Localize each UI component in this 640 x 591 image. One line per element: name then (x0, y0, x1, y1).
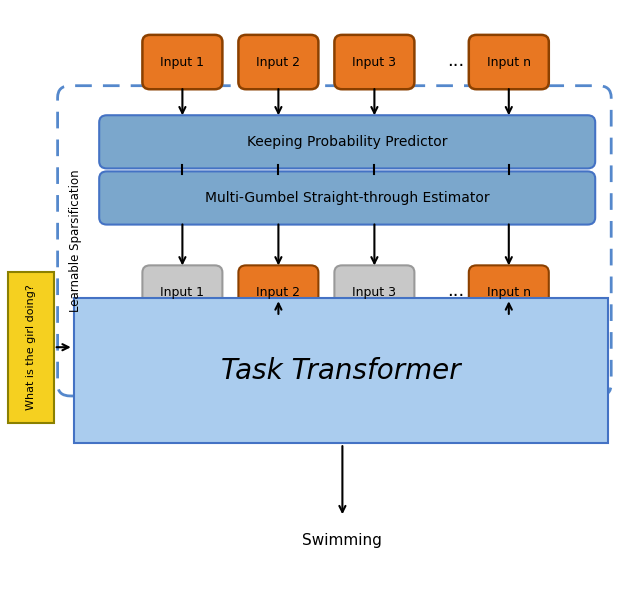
Text: Input 1: Input 1 (161, 56, 204, 69)
Bar (8, 272, 54, 423)
FancyBboxPatch shape (468, 35, 549, 89)
Text: Input 3: Input 3 (353, 286, 396, 299)
Bar (74, 298, 608, 443)
Text: Input 2: Input 2 (257, 56, 300, 69)
Text: Input 1: Input 1 (161, 286, 204, 299)
Text: Input n: Input n (487, 56, 531, 69)
Text: What is the girl doing?: What is the girl doing? (26, 284, 36, 410)
FancyBboxPatch shape (142, 35, 223, 89)
FancyBboxPatch shape (99, 115, 595, 168)
Text: Keeping Probability Predictor: Keeping Probability Predictor (247, 135, 447, 149)
FancyBboxPatch shape (99, 171, 595, 225)
Text: Multi-Gumbel Straight-through Estimator: Multi-Gumbel Straight-through Estimator (205, 191, 490, 205)
Text: Input n: Input n (487, 286, 531, 299)
Text: Input 3: Input 3 (353, 56, 396, 69)
FancyBboxPatch shape (334, 265, 415, 320)
Text: ...: ... (447, 52, 464, 70)
FancyBboxPatch shape (334, 35, 415, 89)
Text: Swimming: Swimming (303, 533, 382, 548)
FancyBboxPatch shape (239, 35, 319, 89)
Text: Task Transformer: Task Transformer (221, 357, 461, 385)
Text: Learnable Sparsification: Learnable Sparsification (69, 169, 82, 312)
Text: ...: ... (447, 282, 464, 300)
Text: Input 2: Input 2 (257, 286, 300, 299)
FancyBboxPatch shape (239, 265, 319, 320)
FancyBboxPatch shape (468, 265, 549, 320)
FancyBboxPatch shape (142, 265, 223, 320)
